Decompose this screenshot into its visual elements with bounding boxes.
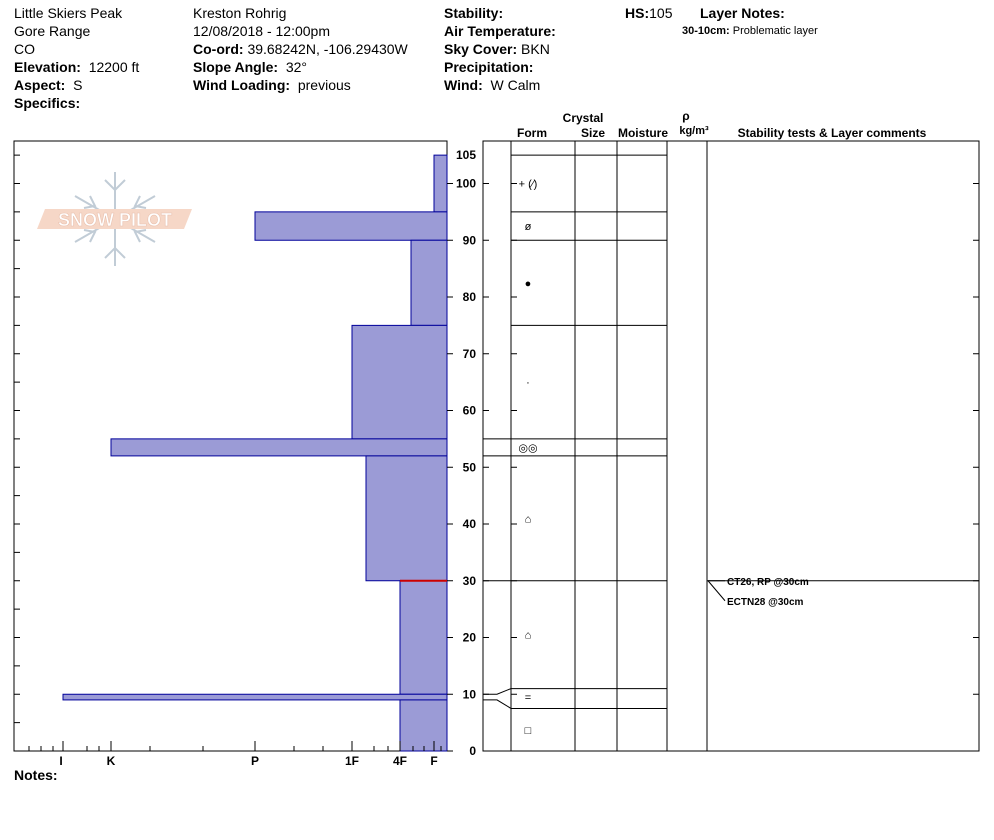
hardness-bar: [399, 699, 448, 752]
hardness-bar: [62, 693, 448, 701]
layer-note-depth: 30-10cm:: [682, 25, 730, 37]
height-tick-label: 80: [463, 290, 477, 304]
location-name: Little Skiers Peak: [14, 5, 123, 21]
density-unit-header: kg/m³: [679, 125, 709, 137]
crystal-form-symbol: □: [525, 725, 532, 737]
crystal-form-symbol: ⌂: [525, 630, 532, 642]
hardness-bar: [351, 324, 448, 440]
sky-cover-label: Sky Cover:: [444, 41, 518, 57]
slope-value: 32°: [285, 59, 307, 75]
wind-loading-value: previous: [297, 77, 351, 93]
logo-banner: [37, 209, 192, 229]
wind-loading: Wind Loading: previous: [193, 76, 351, 94]
air-temperature: Air Temperature:: [444, 22, 556, 40]
wind-label: Wind:: [444, 77, 483, 93]
hs-value: 105: [649, 5, 673, 21]
elevation: Elevation: 12200 ft: [14, 58, 139, 76]
rho-header: ρ: [682, 109, 689, 123]
wind: Wind: W Calm: [444, 76, 540, 94]
crystal-form-symbol: ·: [526, 377, 530, 389]
form-header: Form: [517, 126, 547, 140]
aspect-value: S: [73, 77, 83, 93]
precip-label: Precipitation:: [444, 59, 534, 75]
sky-cover: Sky Cover: BKN: [444, 40, 550, 58]
stability-label: Stability:: [444, 5, 504, 21]
height-tick-label: 60: [463, 404, 477, 418]
size-header: Size: [581, 126, 605, 140]
crystal-form-symbol: ◎◎: [518, 442, 537, 454]
height-tick-label: 100: [456, 177, 476, 191]
stability: Stability:: [444, 4, 503, 22]
total-height: HS:105: [625, 4, 672, 22]
hardness-bar: [365, 455, 448, 582]
crystal-form-symbol: =: [525, 692, 531, 704]
specifics-label: Specifics:: [14, 95, 81, 111]
hardness-tick-label: I: [59, 754, 62, 768]
slope-angle: Slope Angle: 32°: [193, 58, 307, 76]
elevation-label: Elevation:: [14, 59, 81, 75]
height-tick-label: 0: [469, 744, 476, 758]
hardness-tick-label: 1F: [345, 754, 359, 768]
height-tick-label: 40: [463, 517, 477, 531]
hardness-bar: [254, 211, 448, 241]
table-frame: [482, 140, 980, 752]
coord-value: 39.68242N, -106.29430W: [247, 41, 408, 57]
layer-connector: [483, 688, 512, 695]
height-tick-label: 30: [463, 574, 477, 588]
hardness-bar: [410, 239, 448, 326]
mountain-range: Gore Range: [14, 23, 91, 39]
height-tick-label: 10: [463, 687, 477, 701]
crystal-form-symbol: + (⁄): [519, 179, 538, 191]
height-tick-label: 105: [456, 148, 476, 162]
snowpilot-logo: SNOW PILOT: [37, 172, 192, 266]
hardness-profile: I K P 1F 4F F: [13, 140, 448, 768]
elevation-value: 12200 ft: [88, 59, 140, 75]
state: CO: [14, 41, 35, 57]
moisture-header: Moisture: [618, 126, 668, 140]
coordinates: Co-ord: 39.68242N, -106.29430W: [193, 40, 408, 58]
layer-notes-title: Layer Notes:: [700, 5, 785, 21]
layer-note: 30-10cm: Problematic layer: [682, 22, 818, 40]
hardness-bar: [399, 580, 448, 695]
specifics: Specifics:: [14, 94, 80, 112]
layer-note-text: Problematic layer: [732, 25, 818, 37]
stability-test-label: CT26, RP @30cm: [727, 577, 809, 588]
crystal-form-symbol: ø: [525, 221, 532, 233]
hs-label: HS:: [625, 5, 650, 21]
sky-cover-value: BKN: [521, 41, 550, 57]
layer-connector: [483, 699, 512, 709]
hardness-bar: [110, 438, 448, 457]
precipitation: Precipitation:: [444, 58, 533, 76]
height-tick-label: 20: [463, 631, 477, 645]
layer-table: 0 10 20 30 40 50 60 70 80 90 100 105 + (⁄) ø ● · ◎◎ ⌂ ⌂ = □ C…: [447, 140, 980, 758]
crystal-form-symbol: ●: [525, 278, 532, 290]
hardness-tick-label: K: [107, 754, 116, 768]
coord-label: Co-ord:: [193, 41, 244, 57]
observer: Kreston Rohrig: [193, 5, 287, 21]
hardness-tick-label: 4F: [393, 754, 407, 768]
slope-label: Slope Angle:: [193, 59, 279, 75]
stability-test-pointer: [707, 580, 726, 602]
stability-test-label: ECTN28 @30cm: [727, 597, 804, 608]
notes-label: Notes:: [14, 767, 58, 783]
aspect: Aspect: S: [14, 76, 82, 94]
aspect-label: Aspect:: [14, 77, 66, 93]
height-tick-label: 70: [463, 347, 477, 361]
height-tick-label: 50: [463, 460, 477, 474]
logo-text: SNOW PILOT: [58, 210, 172, 230]
hardness-tick-label: P: [251, 754, 259, 768]
hardness-bar: [433, 154, 448, 213]
notes: Notes:: [14, 766, 58, 784]
datetime: 12/08/2018 - 12:00pm: [193, 23, 330, 39]
wind-loading-label: Wind Loading:: [193, 77, 291, 93]
height-tick-label: 90: [463, 233, 477, 247]
crystal-header: Crystal: [563, 111, 604, 125]
hardness-tick-label: F: [430, 754, 437, 768]
crystal-form-symbol: ⌂: [525, 513, 532, 525]
comments-header: Stability tests & Layer comments: [738, 126, 927, 140]
wind-value: W Calm: [490, 77, 541, 93]
air-temp-label: Air Temperature:: [444, 23, 556, 39]
